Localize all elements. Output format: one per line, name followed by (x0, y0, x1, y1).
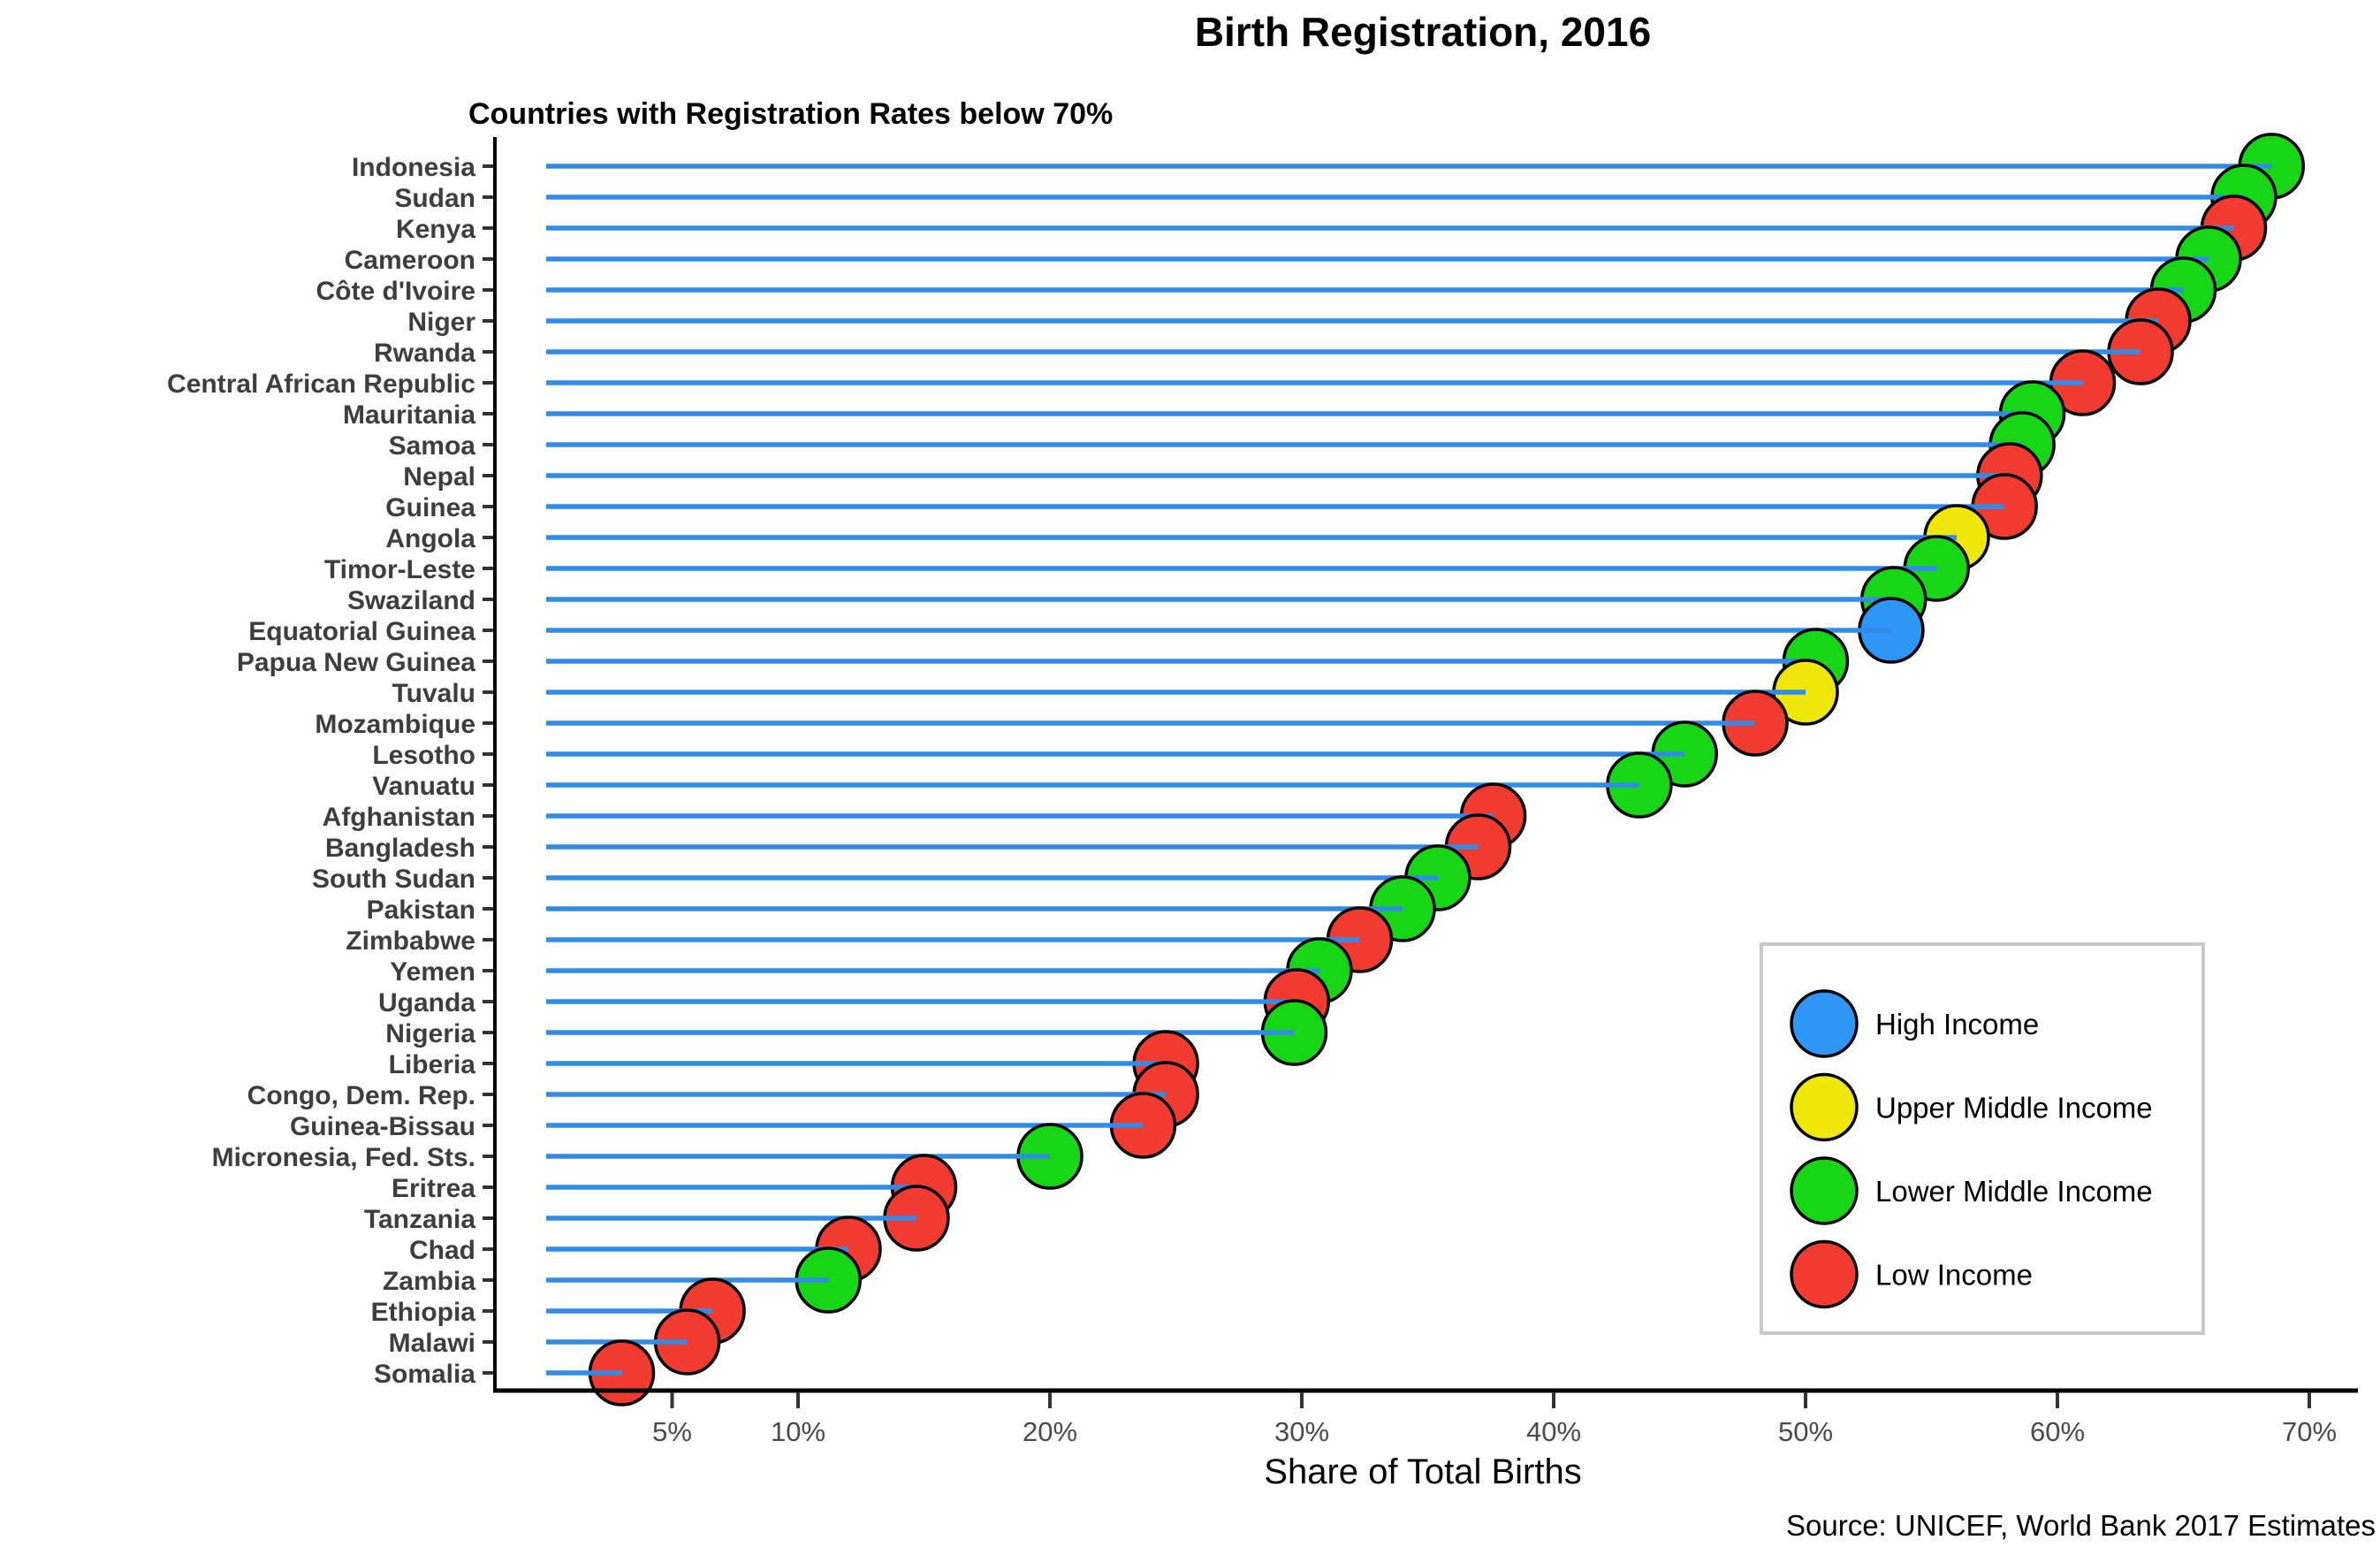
legend-swatch-upper_middle (1790, 1072, 1859, 1142)
ylabel-sudan: Sudan (394, 184, 475, 213)
ylabel-bangladesh: Bangladesh (325, 834, 475, 863)
ylabel-ethiopia: Ethiopia (371, 1298, 476, 1327)
ylabel-kenya: Kenya (396, 215, 475, 244)
xtick-label-20: 20% (1023, 1416, 1077, 1447)
legend-label-low: Low Income (1875, 1259, 2033, 1292)
legend-swatch-high (1790, 989, 1859, 1058)
ylabel-uganda: Uganda (378, 988, 475, 1018)
ylabel-malawi: Malawi (389, 1329, 475, 1358)
ylabel-swaziland: Swaziland (347, 586, 475, 615)
ylabel-indonesia: Indonesia (352, 153, 475, 182)
xtick-label-10: 10% (771, 1416, 825, 1447)
ylabel-tuvalu: Tuvalu (392, 679, 475, 708)
ylabel-rwanda: Rwanda (374, 339, 475, 368)
x-axis-title: Share of Total Births (1264, 1452, 1581, 1491)
ylabel-guinea-bissau: Guinea-Bissau (290, 1112, 475, 1141)
source-note: Source: UNICEF, World Bank 2017 Estimate… (1786, 1509, 2376, 1542)
ylabel-samoa: Samoa (389, 431, 476, 461)
xtick-label-60: 60% (2030, 1416, 2085, 1447)
ylabel-guinea: Guinea (385, 493, 475, 522)
ylabel-nigeria: Nigeria (385, 1019, 475, 1048)
ylabel-c-te-d-ivoire: Côte d'Ivoire (316, 277, 476, 306)
ylabel-lesotho: Lesotho (372, 741, 475, 770)
xtick-label-30: 30% (1274, 1416, 1329, 1447)
ylabel-timor-leste: Timor-Leste (324, 555, 475, 584)
legend-swatch-low (1790, 1239, 1859, 1309)
ylabel-yemen: Yemen (390, 957, 475, 987)
ylabel-tanzania: Tanzania (364, 1205, 475, 1234)
ylabel-cameroon: Cameroon (345, 246, 475, 275)
ylabel-papua-new-guinea: Papua New Guinea (237, 648, 475, 677)
ylabel-micronesia-fed-sts: Micronesia, Fed. Sts. (212, 1143, 475, 1172)
ylabel-equatorial-guinea: Equatorial Guinea (248, 617, 475, 646)
ylabel-zambia: Zambia (383, 1267, 475, 1296)
xtick-label-40: 40% (1526, 1416, 1581, 1447)
chart-subtitle: Countries with Registration Rates below … (468, 97, 1113, 131)
legend-swatch-lower_middle (1790, 1156, 1859, 1225)
ylabel-vanuatu: Vanuatu (372, 772, 475, 801)
legend-label-high: High Income (1875, 1008, 2039, 1040)
xtick-label-5: 5% (652, 1416, 692, 1447)
ylabel-somalia: Somalia (374, 1360, 475, 1389)
ylabel-chad: Chad (409, 1236, 475, 1265)
ylabel-niger: Niger (407, 308, 475, 337)
xtick-label-70: 70% (2282, 1416, 2337, 1447)
ylabel-angola: Angola (385, 524, 475, 553)
ylabel-mauritania: Mauritania (343, 400, 475, 430)
legend-label-upper_middle: Upper Middle Income (1875, 1092, 2153, 1124)
ylabel-eritrea: Eritrea (392, 1174, 475, 1203)
ylabel-zimbabwe: Zimbabwe (346, 926, 475, 956)
page-title: Birth Registration, 2016 (1195, 9, 1651, 55)
legend-label-lower_middle: Lower Middle Income (1875, 1175, 2153, 1208)
ylabel-central-african-republic: Central African Republic (167, 370, 475, 399)
ylabel-liberia: Liberia (389, 1050, 476, 1079)
ylabel-mozambique: Mozambique (315, 710, 475, 739)
ylabel-south-sudan: South Sudan (312, 865, 475, 894)
ylabel-afghanistan: Afghanistan (323, 803, 475, 832)
ylabel-nepal: Nepal (403, 462, 475, 492)
ylabel-congo-dem-rep: Congo, Dem. Rep. (247, 1081, 475, 1110)
xtick-label-50: 50% (1778, 1416, 1833, 1447)
ylabel-pakistan: Pakistan (367, 896, 475, 925)
